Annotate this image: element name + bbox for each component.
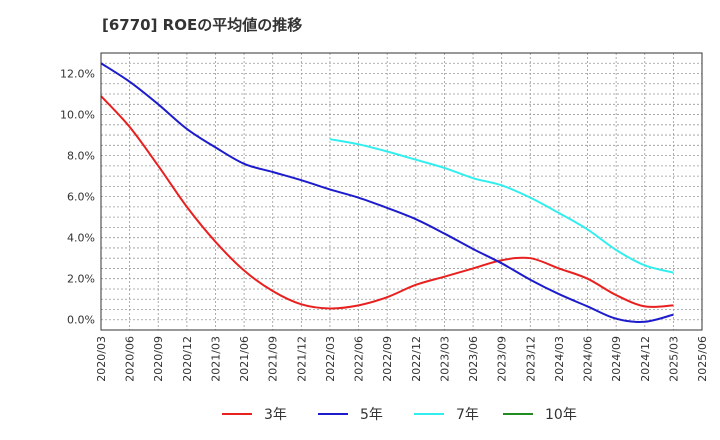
x-tick-label: 2020/12 — [181, 336, 194, 382]
x-tick-label: 2022/09 — [381, 336, 394, 382]
x-tick-label: 2024/09 — [610, 336, 623, 382]
plot-border — [100, 52, 703, 331]
x-tick-label: 2025/03 — [667, 336, 680, 382]
y-tick-label: 4.0% — [67, 232, 95, 245]
x-tick-label: 2022/03 — [324, 336, 337, 382]
x-tick-label: 2020/03 — [95, 336, 108, 382]
y-tick-label: 6.0% — [67, 191, 95, 204]
y-tick-label: 8.0% — [67, 150, 95, 163]
series-line-1 — [100, 62, 674, 323]
legend-label-0: 3年 — [264, 407, 287, 423]
x-tick-label: 2023/09 — [496, 336, 509, 382]
x-tick-label: 2021/09 — [267, 336, 280, 382]
x-tick-label: 2024/12 — [639, 336, 652, 382]
chart-title: [6770] ROEの平均値の推移 — [102, 16, 303, 34]
series-line-0 — [100, 95, 674, 310]
x-tick-label: 2021/06 — [238, 336, 251, 382]
x-tick-label: 2021/03 — [209, 336, 222, 382]
x-tick-label: 2024/03 — [553, 336, 566, 382]
x-tick-label: 2020/09 — [152, 336, 165, 382]
legend-label-2: 7年 — [456, 407, 479, 423]
x-tick-label: 2020/06 — [124, 336, 137, 382]
legend-label-1: 5年 — [360, 407, 383, 423]
x-tick-label: 2022/12 — [410, 336, 423, 382]
series-line-2 — [329, 138, 674, 274]
x-tick-label: 2024/06 — [582, 336, 595, 382]
x-tick-label: 2023/03 — [438, 336, 451, 382]
y-tick-label: 10.0% — [60, 109, 95, 122]
y-tick-label: 12.0% — [60, 68, 95, 81]
y-tick-label: 0.0% — [67, 314, 95, 327]
legend-label-3: 10年 — [545, 407, 577, 423]
x-tick-label: 2022/06 — [353, 336, 366, 382]
x-tick-label: 2023/12 — [524, 336, 537, 382]
x-tick-label: 2025/06 — [696, 336, 709, 382]
x-tick-label: 2021/12 — [295, 336, 308, 382]
x-tick-label: 2023/06 — [467, 336, 480, 382]
y-tick-label: 2.0% — [67, 273, 95, 286]
